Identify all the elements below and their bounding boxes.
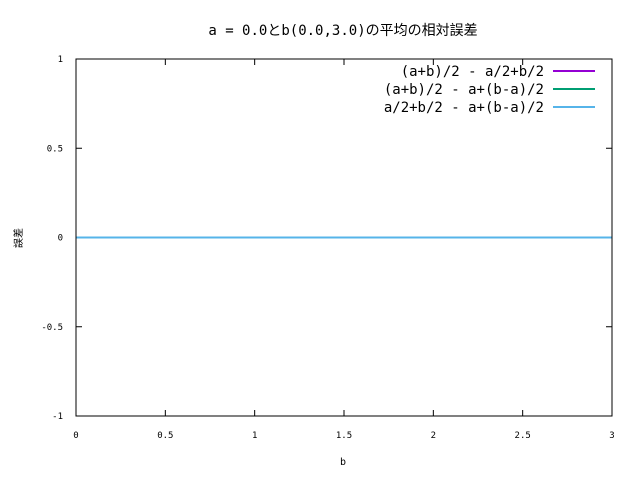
x-tick-label: 1 <box>252 431 257 441</box>
legend: (a+b)/2 - a/2+b/2 (a+b)/2 - a+(b-a)/2 a/2+… <box>384 64 595 116</box>
y-tick-label: 0 <box>58 234 63 244</box>
y-tick-label: 0.5 <box>47 144 63 154</box>
x-tick-label: 1.5 <box>336 431 352 441</box>
legend-label-2: (a+b)/2 - a+(b-a)/2 <box>384 82 544 98</box>
x-tick-label: 3 <box>609 431 614 441</box>
x-tick-label: 2 <box>431 431 436 441</box>
legend-label-1: (a+b)/2 - a/2+b/2 <box>401 64 544 80</box>
y-tick-label: 1 <box>58 55 63 65</box>
x-axis-label: b <box>340 457 346 468</box>
legend-label-3: a/2+b/2 - a+(b-a)/2 <box>384 100 544 116</box>
x-tick-label: 0 <box>73 431 78 441</box>
y-tick-label: -0.5 <box>41 323 63 333</box>
chart-title: a = 0.0とb(0.0,3.0)の平均の相対誤差 <box>208 23 477 39</box>
x-tick-label: 2.5 <box>515 431 531 441</box>
plot-frame <box>75 58 613 417</box>
y-tick-label: -1 <box>52 412 63 422</box>
x-tick-label: 0.5 <box>157 431 173 441</box>
y-axis-label: 誤差 <box>12 228 25 248</box>
